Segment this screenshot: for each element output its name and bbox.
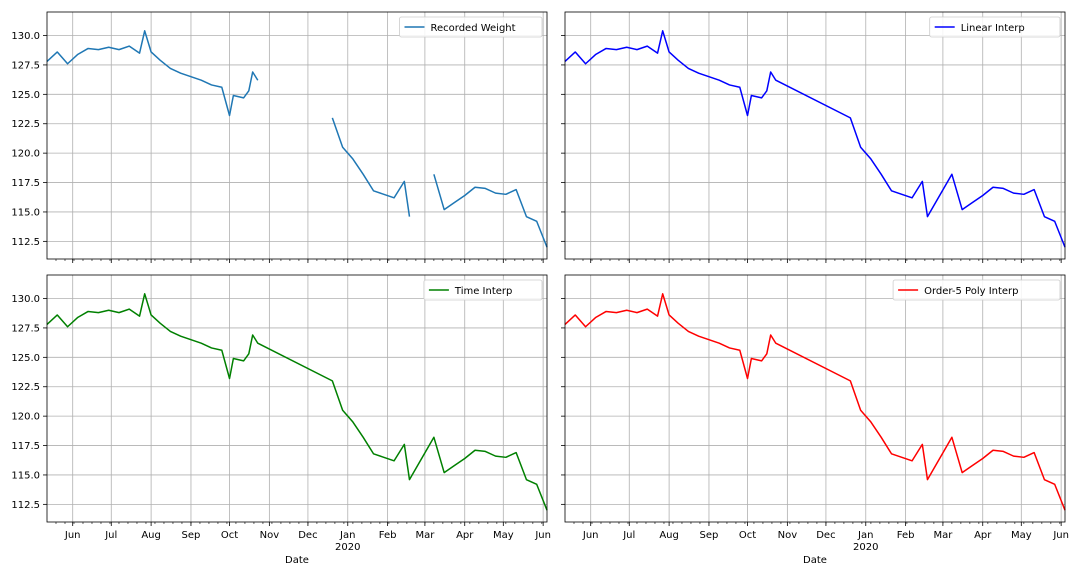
x-axis [55,259,544,263]
series-order-5-poly-interp-line [564,293,1066,511]
x-axis: Jun Jul Aug Sep Oct Nov Dec Jan Feb Mar Apr May Jun 2… [55,522,551,566]
plot-area [47,275,547,522]
y-axis: 112.5 115.0 117.5 120.0 122.5 125.0 127.5 130.0 [11,31,47,248]
legend-box [929,16,1061,38]
y-tick-label: 120.0 [11,149,40,160]
x-axis [573,259,1062,263]
chart-panel-3: Jun Jul Aug Sep Oct Nov Dec Jan Feb Mar Apr May Jun 2… [11,274,551,566]
x-tick-label: Jan [857,530,873,541]
y-tick-label: 112.5 [11,237,40,248]
y-tick-label: 115.0 [11,207,40,218]
y-tick-label: 122.5 [11,382,40,393]
legend: Time Interp [423,279,543,301]
x-tick-label: Jul [104,530,117,541]
series-time-interp-line [46,293,548,511]
y-tick-label: 127.5 [11,323,40,334]
series-recorded-weight-line [46,30,548,248]
x-axis-label: Date [285,555,309,566]
legend-label: Time Interp [454,286,512,297]
x-tick-label: Oct [221,530,238,541]
y-tick-label: 117.5 [11,441,40,452]
grid-lines [565,275,1065,522]
x-year-label: 2020 [335,542,360,553]
x-tick-label: Jun [1052,530,1069,541]
x-tick-label: Jun [534,530,551,541]
plot-area [565,12,1065,259]
legend-label: Recorded Weight [431,23,516,34]
legend-label: Linear Interp [961,23,1025,34]
x-tick-label: Jul [622,530,635,541]
series-segment [46,30,259,117]
x-tick-label: Jan [339,530,355,541]
series-segment [564,30,1066,248]
x-tick-label: Aug [659,530,679,541]
plot-area [47,12,547,259]
x-axis: Jun Jul Aug Sep Oct Nov Dec Jan Feb Mar Apr May Jun 2… [573,522,1069,566]
series-segment [46,293,548,511]
y-tick-label: 122.5 [11,119,40,130]
legend-label: Order-5 Poly Interp [924,286,1018,297]
y-tick-label: 112.5 [11,500,40,511]
legend-box [423,279,543,301]
chart-panel-4: Jun Jul Aug Sep Oct Nov Dec Jan Feb Mar Apr May Jun 2… [561,274,1069,566]
y-axis [561,298,565,505]
x-tick-label: Sep [182,530,201,541]
x-tick-label: Jun [64,530,81,541]
legend: Order-5 Poly Interp [892,279,1061,301]
x-tick-label: Nov [260,530,280,541]
chart-panel-2: Linear Interp [561,11,1066,263]
y-tick-label: 125.0 [11,90,40,101]
x-tick-label: Feb [379,530,397,541]
x-tick-label: Dec [816,530,835,541]
x-tick-label: May [493,530,514,541]
x-tick-label: Feb [897,530,915,541]
y-tick-label: 117.5 [11,178,40,189]
axes-frame [564,11,1066,260]
x-tick-label: May [1011,530,1032,541]
x-tick-label: Mar [933,530,953,541]
grid-lines [565,12,1065,259]
y-tick-label: 127.5 [11,60,40,71]
x-tick-label: Apr [974,530,992,541]
grid-lines [47,12,547,259]
axes-frame [564,274,1066,523]
series-linear-interp-line [564,30,1066,248]
x-tick-label: Nov [778,530,798,541]
legend-box [892,279,1061,301]
grid-lines [47,275,547,522]
x-axis-label: Date [803,555,827,566]
x-tick-label: Apr [456,530,474,541]
axes-frame [46,274,548,523]
y-tick-label: 130.0 [11,294,40,305]
y-tick-label: 120.0 [11,412,40,423]
legend-box [399,16,543,38]
x-tick-label: Oct [739,530,756,541]
x-tick-label: Sep [700,530,719,541]
y-axis: 112.5 115.0 117.5 120.0 122.5 125.0 127.5 130.0 [11,294,47,511]
y-tick-label: 115.0 [11,470,40,481]
series-segment [433,174,548,248]
x-tick-label: Mar [415,530,435,541]
x-tick-label: Jun [582,530,599,541]
x-tick-label: Dec [298,530,317,541]
plot-area [565,275,1065,522]
chart-panel-1: 112.5 115.0 117.5 120.0 122.5 125.0 127.5 130.0… [11,11,548,263]
y-tick-label: 130.0 [11,31,40,42]
series-segment [564,293,1066,511]
y-axis [561,35,565,242]
axes-frame [46,11,548,260]
legend: Recorded Weight [399,16,543,38]
x-year-label: 2020 [853,542,878,553]
x-tick-label: Aug [141,530,161,541]
series-segment [331,117,411,217]
y-tick-label: 125.0 [11,353,40,364]
legend: Linear Interp [929,16,1061,38]
